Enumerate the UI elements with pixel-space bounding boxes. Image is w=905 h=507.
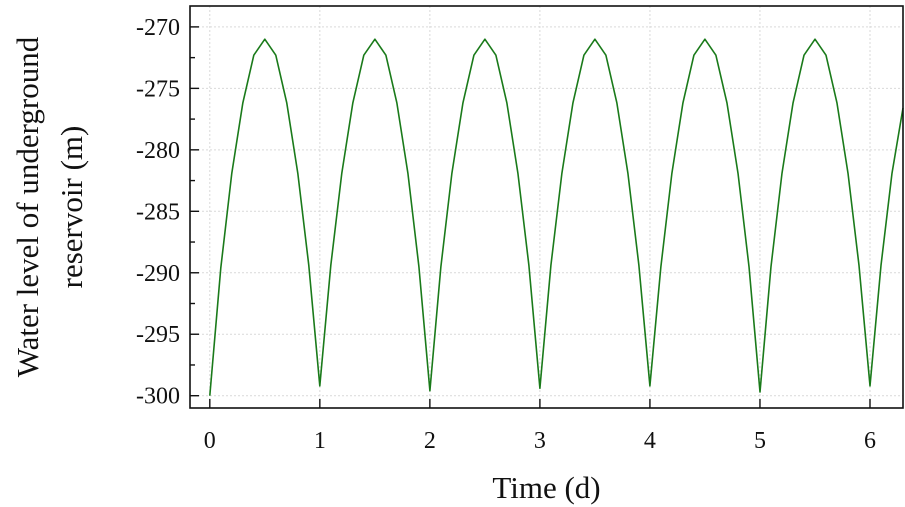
series-line [209, 38, 904, 396]
y-tick-label: -270 [136, 15, 180, 41]
series-layer [209, 38, 904, 396]
x-axis-ticks: 0 1 2 3 4 5 6 [204, 399, 876, 454]
x-tick-label: 6 [864, 428, 876, 454]
x-tick-label: 0 [204, 428, 216, 454]
y-tick-label: -275 [136, 76, 180, 102]
x-tick-label: 4 [644, 428, 656, 454]
x-axis-title: Time (d) [492, 470, 600, 505]
y-axis-title: Water level of underground reservoir (m) [10, 36, 89, 377]
y-tick-label: -285 [136, 199, 180, 225]
y-tick-label: -295 [136, 322, 180, 348]
y-axis-title-line-2: reservoir (m) [54, 126, 89, 289]
x-tick-label: 3 [534, 428, 546, 454]
plot-frame [189, 5, 904, 409]
grid [190, 6, 903, 408]
x-tick-label: 5 [754, 428, 766, 454]
x-tick-label: 1 [314, 428, 326, 454]
y-axis-ticks: -300 -295 -290 -285 -280 -275 -270 [136, 15, 199, 410]
y-tick-label: -300 [136, 384, 180, 410]
y-tick-label: -290 [136, 261, 180, 287]
y-axis-title-line-1: Water level of underground [10, 36, 45, 377]
x-tick-label: 2 [424, 428, 436, 454]
y-tick-label: -280 [136, 138, 180, 164]
